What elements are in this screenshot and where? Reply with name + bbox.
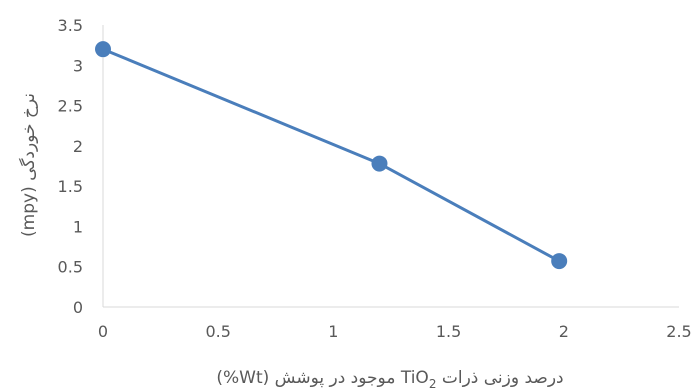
x-axis-title-before: درصد وزنی ذرات <box>436 368 563 388</box>
x-tick-label: 2.5 <box>666 322 691 341</box>
data-point <box>95 41 111 58</box>
y-axis-title: نرخ خوردگی (mpy) <box>18 93 39 237</box>
x-axis-title: درصد وزنی ذرات TiO2 موجود در پوشش (Wt%) <box>216 368 563 390</box>
x-tick-labels: 0 0.5 1 1.5 2 2.5 <box>98 322 692 341</box>
data-point <box>371 155 388 172</box>
x-tick-label: 0.5 <box>205 322 230 341</box>
y-tick-label: 3.5 <box>58 16 83 35</box>
x-tick-label: 1.5 <box>436 322 461 341</box>
series-line <box>102 47 560 263</box>
x-tick-label: 0 <box>98 322 108 341</box>
x-tick-label: 2 <box>559 322 569 341</box>
x-axis-title-formula: TiO <box>400 368 429 388</box>
y-tick-label: 0.5 <box>58 258 83 277</box>
y-tick-label: 0 <box>73 298 83 317</box>
axes <box>102 25 679 308</box>
x-tick-label: 1 <box>328 322 338 341</box>
y-tick-label: 1 <box>73 217 83 236</box>
data-point <box>551 253 568 270</box>
x-axis-title-after: موجود در پوشش (Wt%) <box>216 368 401 388</box>
plot-area <box>95 41 568 270</box>
y-tick-label: 3 <box>73 56 83 75</box>
x-axis-title-subscript: 2 <box>429 377 437 390</box>
y-tick-label: 2.5 <box>58 97 83 116</box>
y-tick-labels: 0 0.5 1 1.5 2 2.5 3 3.5 <box>58 16 83 317</box>
y-tick-label: 1.5 <box>58 177 83 196</box>
y-tick-label: 2 <box>73 137 83 156</box>
